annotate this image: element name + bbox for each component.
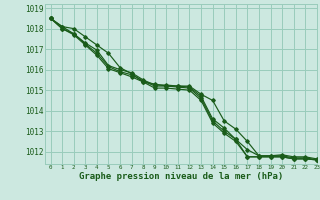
X-axis label: Graphe pression niveau de la mer (hPa): Graphe pression niveau de la mer (hPa) — [79, 172, 283, 181]
